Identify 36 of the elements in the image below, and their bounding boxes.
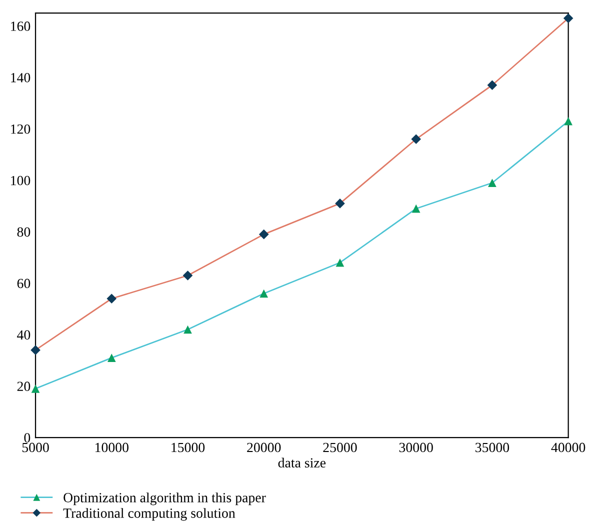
x-tick-label: 25000 xyxy=(323,442,357,452)
point xyxy=(488,178,496,188)
y-tick-label: 140 xyxy=(11,72,30,82)
y-tick-label: 80 xyxy=(17,227,30,237)
y-tick-label: 40 xyxy=(17,330,30,340)
legend-label: Optimization algorithm in this paper xyxy=(64,492,266,506)
point xyxy=(182,270,193,280)
y-tick-label: 100 xyxy=(11,176,30,186)
point xyxy=(31,384,40,393)
point xyxy=(258,229,269,240)
point xyxy=(335,198,345,208)
point xyxy=(30,345,40,355)
x-tick-label: 40000 xyxy=(551,442,586,452)
point xyxy=(107,354,116,362)
point xyxy=(411,134,421,144)
x-tick-label: 35000 xyxy=(476,442,510,452)
y-tick-label: 120 xyxy=(11,124,30,134)
point xyxy=(106,294,117,304)
point xyxy=(563,13,574,24)
x-tick-label: 10000 xyxy=(95,442,128,452)
y-tick-label: 20 xyxy=(17,382,30,392)
point xyxy=(487,80,498,90)
y-tick-label: 160 xyxy=(11,22,30,31)
legend-label: Traditional computing solution xyxy=(63,508,236,521)
x-axis-title: data size xyxy=(278,458,326,468)
point xyxy=(564,116,572,126)
x-tick-label: 20000 xyxy=(247,442,281,452)
point xyxy=(184,325,192,334)
point xyxy=(336,258,344,267)
y-tick-label: 60 xyxy=(17,278,30,288)
point xyxy=(412,204,420,213)
point xyxy=(260,289,268,298)
y-tick-label: 0 xyxy=(24,433,30,442)
x-tick-label: 30000 xyxy=(399,442,433,452)
x-tick-label: 5000 xyxy=(22,442,49,452)
x-tick-label: 15000 xyxy=(172,442,205,452)
